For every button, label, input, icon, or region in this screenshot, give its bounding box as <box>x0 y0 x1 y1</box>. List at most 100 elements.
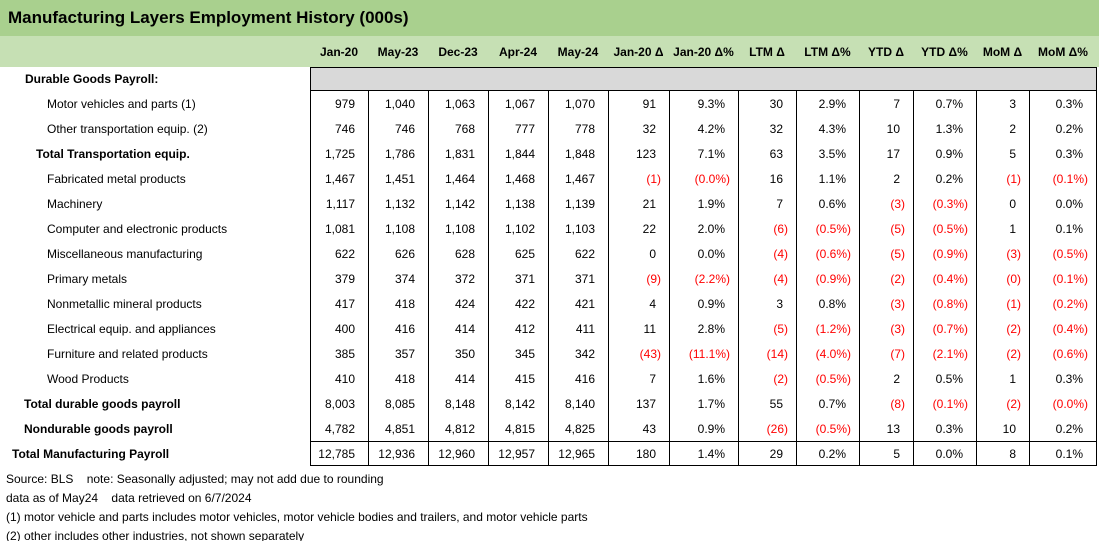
value-cell: 1,103 <box>548 216 608 241</box>
value-cell: 30 <box>738 91 796 116</box>
value-cell: 1,725 <box>310 141 368 166</box>
value-cell: 979 <box>310 91 368 116</box>
value-cell: 3 <box>738 291 796 316</box>
value-cell: 385 <box>310 341 368 366</box>
value-cell: 16 <box>738 166 796 191</box>
value-cell: 2 <box>976 116 1029 141</box>
value-cell: 1,117 <box>310 191 368 216</box>
value-cell: (1.2%) <box>796 316 859 341</box>
value-cell: 0.9% <box>913 141 976 166</box>
value-cell: 342 <box>548 341 608 366</box>
value-cell: (0.5%) <box>1029 241 1097 266</box>
value-cell: 43 <box>608 416 669 441</box>
value-cell: (3) <box>859 291 913 316</box>
value-cell: 400 <box>310 316 368 341</box>
value-cell: (2) <box>738 366 796 391</box>
value-cell: (0.2%) <box>1029 291 1097 316</box>
row-label: Wood Products <box>47 371 129 386</box>
column-header: Jan-20 Δ% <box>673 44 734 59</box>
value-cell: 0.1% <box>1029 441 1097 466</box>
value-cell: 411 <box>548 316 608 341</box>
row-label: Total Manufacturing Payroll <box>12 446 170 461</box>
value-cell: 4.3% <box>796 116 859 141</box>
value-cell: 7 <box>738 191 796 216</box>
value-cell: 1,142 <box>428 191 488 216</box>
footnotes: Source: BLS note: Seasonally adjusted; m… <box>6 470 1096 541</box>
column-header: MoM Δ% <box>1038 44 1088 59</box>
value-cell: 1,081 <box>310 216 368 241</box>
value-cell: (0.6%) <box>1029 341 1097 366</box>
value-cell: 372 <box>428 266 488 291</box>
value-cell: 1,102 <box>488 216 548 241</box>
value-cell: 13 <box>859 416 913 441</box>
value-cell: 1.7% <box>669 391 738 416</box>
value-cell: (0.4%) <box>913 266 976 291</box>
value-cell: (1) <box>608 166 669 191</box>
value-cell: 29 <box>738 441 796 466</box>
value-cell: 0.3% <box>1029 366 1097 391</box>
value-cell: 91 <box>608 91 669 116</box>
value-cell: 7 <box>859 91 913 116</box>
column-header: Dec-23 <box>438 44 478 59</box>
row-label: Fabricated metal products <box>47 171 186 186</box>
value-cell: 0.3% <box>1029 91 1097 116</box>
value-cell: 0.0% <box>913 441 976 466</box>
value-cell: 0.2% <box>913 166 976 191</box>
value-cell: 1 <box>976 216 1029 241</box>
value-cell: 1,040 <box>368 91 428 116</box>
value-cell: 0 <box>976 191 1029 216</box>
page-title: Manufacturing Layers Employment History … <box>8 8 409 27</box>
value-cell: 4,851 <box>368 416 428 441</box>
employment-table: Durable Goods Payroll: Motor vehicles and… <box>0 67 1097 466</box>
value-cell: (43) <box>608 341 669 366</box>
value-cell: (7) <box>859 341 913 366</box>
value-cell: 1,844 <box>488 141 548 166</box>
row-label: Computer and electronic products <box>47 221 228 236</box>
value-cell: (0.5%) <box>796 416 859 441</box>
value-cell: (0.4%) <box>1029 316 1097 341</box>
value-cell: 7 <box>608 366 669 391</box>
row-label: Durable Goods Payroll: <box>25 72 159 86</box>
value-cell: 0.0% <box>669 241 738 266</box>
value-cell: 0.7% <box>913 91 976 116</box>
value-cell: 416 <box>548 366 608 391</box>
value-cell: 1,467 <box>310 166 368 191</box>
value-cell: 4 <box>608 291 669 316</box>
value-cell: 421 <box>548 291 608 316</box>
row-label: Total durable goods payroll <box>24 396 181 411</box>
value-cell: 0.0% <box>1029 191 1097 216</box>
value-cell: 1.9% <box>669 191 738 216</box>
value-cell: 412 <box>488 316 548 341</box>
value-cell: 778 <box>548 116 608 141</box>
value-cell: 622 <box>548 241 608 266</box>
value-cell: 0.2% <box>1029 116 1097 141</box>
value-cell: (1) <box>976 166 1029 191</box>
value-cell: 12,936 <box>368 441 428 466</box>
value-cell: 1,139 <box>548 191 608 216</box>
value-cell: 1,848 <box>548 141 608 166</box>
value-cell: 350 <box>428 341 488 366</box>
value-cell: 379 <box>310 266 368 291</box>
footnote-line: (1) motor vehicle and parts includes mot… <box>6 510 588 524</box>
value-cell: 8 <box>976 441 1029 466</box>
value-cell: (8) <box>859 391 913 416</box>
value-cell: (2) <box>976 391 1029 416</box>
value-cell: 0.2% <box>796 441 859 466</box>
value-cell: 12,960 <box>428 441 488 466</box>
column-header: Jan-20 Δ <box>613 44 664 59</box>
column-header: YTD Δ <box>868 44 904 59</box>
value-cell: (0.5%) <box>796 366 859 391</box>
value-cell: (0.8%) <box>913 291 976 316</box>
value-cell: 8,003 <box>310 391 368 416</box>
column-header: Jan-20 <box>319 44 359 59</box>
value-cell: 1,108 <box>428 216 488 241</box>
footnote-line: Source: BLS note: Seasonally adjusted; m… <box>6 472 384 486</box>
value-cell: 2.9% <box>796 91 859 116</box>
value-cell: 0.6% <box>796 191 859 216</box>
value-cell: 417 <box>310 291 368 316</box>
value-cell: 8,148 <box>428 391 488 416</box>
value-cell: (11.1%) <box>669 341 738 366</box>
column-header: May-24 <box>557 44 599 59</box>
value-cell: (3) <box>976 241 1029 266</box>
value-cell: 32 <box>738 116 796 141</box>
